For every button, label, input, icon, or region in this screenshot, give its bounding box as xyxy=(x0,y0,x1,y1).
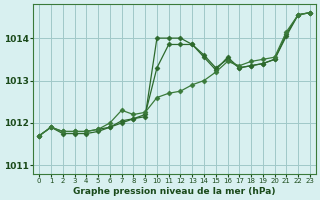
X-axis label: Graphe pression niveau de la mer (hPa): Graphe pression niveau de la mer (hPa) xyxy=(73,187,276,196)
